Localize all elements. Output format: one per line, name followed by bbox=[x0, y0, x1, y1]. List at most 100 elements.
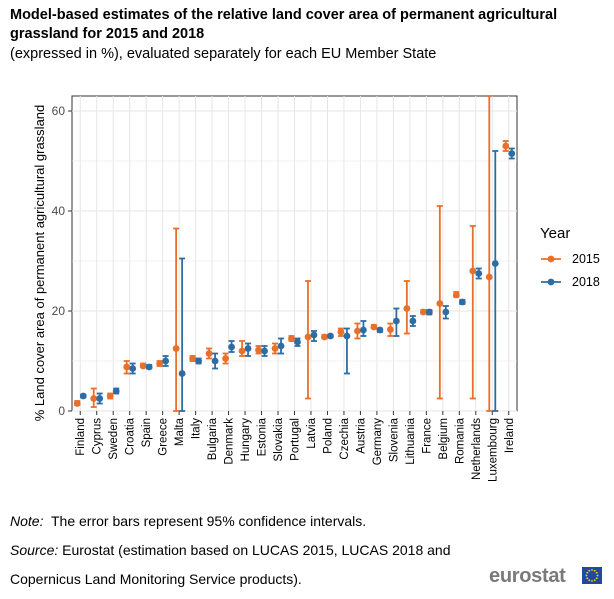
chart-subtitle: (expressed in %), evaluated separately f… bbox=[10, 46, 437, 62]
data-point bbox=[139, 362, 147, 370]
data-point bbox=[90, 395, 98, 402]
data-point bbox=[211, 357, 219, 365]
source-line: Source: Eurostat (estimation based on LU… bbox=[10, 541, 450, 559]
data-point bbox=[172, 345, 180, 352]
data-point bbox=[508, 150, 516, 157]
x-axis: Finland Cyprus Sweden Croatia Spain Greece Mal… bbox=[75, 411, 516, 482]
eu-stars-icon bbox=[585, 569, 599, 582]
data-point bbox=[452, 291, 460, 299]
x-tick-label: Malta bbox=[174, 417, 186, 446]
y-axis-label: % Land cover area of permanent agricultu… bbox=[32, 105, 47, 422]
x-tick-label: Portugal bbox=[290, 418, 302, 461]
data-point bbox=[255, 346, 262, 354]
x-tick-label: Ireland bbox=[504, 418, 516, 453]
data-point bbox=[386, 326, 394, 333]
y-tick-label: 60 bbox=[52, 104, 66, 118]
data-point bbox=[294, 338, 301, 346]
x-tick-label: Belgium bbox=[438, 418, 450, 460]
data-point bbox=[238, 347, 246, 355]
x-tick-label: Finland bbox=[75, 418, 87, 456]
data-point bbox=[491, 260, 499, 267]
legend-label: 2018 bbox=[572, 275, 600, 289]
legend-label: 2015 bbox=[572, 252, 600, 266]
eu-star bbox=[593, 579, 596, 582]
y-tick-label: 0 bbox=[58, 404, 65, 418]
legend: Year 2015 2018 bbox=[540, 225, 600, 289]
data-point bbox=[304, 333, 312, 341]
x-tick-label: Estonia bbox=[257, 417, 269, 456]
series-2015 bbox=[73, 95, 510, 412]
note-text: The error bars represent 95% confidence … bbox=[51, 513, 367, 529]
data-point bbox=[189, 355, 197, 362]
source-label: Source: bbox=[10, 542, 59, 558]
chart-area: 0 20 40 60 Finland Cyprus Sweden Croatia Spain G… bbox=[32, 95, 600, 482]
note-line: Note: The error bars represent 95% confi… bbox=[10, 512, 366, 530]
data-point bbox=[178, 370, 186, 377]
data-point bbox=[392, 317, 400, 325]
eu-star bbox=[596, 574, 599, 577]
legend-key-point bbox=[547, 278, 555, 286]
data-point bbox=[403, 305, 411, 312]
x-tick-label: Luxembourg bbox=[487, 418, 499, 482]
x-tick-label: Lithuania bbox=[405, 417, 417, 464]
x-tick-label: Croatia bbox=[125, 417, 137, 455]
data-point bbox=[458, 298, 466, 306]
source-line-2: Copernicus Land Monitoring Service produ… bbox=[10, 570, 302, 588]
data-point bbox=[310, 331, 318, 339]
data-point bbox=[337, 328, 345, 336]
data-marks bbox=[73, 95, 516, 412]
eu-star bbox=[593, 569, 596, 572]
data-point bbox=[162, 357, 170, 365]
grid-lines bbox=[72, 96, 517, 412]
data-point bbox=[425, 308, 433, 316]
data-point bbox=[244, 345, 252, 352]
y-tick-label: 40 bbox=[52, 204, 66, 218]
data-point bbox=[485, 273, 493, 281]
data-point bbox=[475, 270, 483, 277]
chart-title: Model-based estimates of the relative la… bbox=[10, 7, 558, 42]
data-point bbox=[327, 332, 334, 340]
x-tick-label: Latvia bbox=[306, 417, 318, 448]
data-point bbox=[436, 300, 444, 307]
eu-star bbox=[591, 580, 593, 582]
eu-star bbox=[588, 569, 591, 572]
data-point bbox=[419, 308, 427, 316]
x-tick-label: Netherlands bbox=[471, 418, 483, 480]
x-tick-label: Romania bbox=[454, 417, 466, 464]
y-tick-label: 20 bbox=[52, 304, 66, 318]
data-point bbox=[112, 387, 120, 395]
eu-flag-icon bbox=[582, 567, 602, 584]
data-point bbox=[469, 267, 477, 275]
data-point bbox=[343, 332, 351, 340]
data-point bbox=[288, 335, 295, 342]
x-tick-label: Spain bbox=[141, 418, 153, 447]
data-point bbox=[228, 343, 235, 351]
data-point bbox=[277, 342, 285, 350]
x-tick-label: Germany bbox=[372, 418, 384, 466]
x-tick-label: Poland bbox=[322, 418, 334, 454]
data-point bbox=[222, 355, 229, 362]
legend-key-point bbox=[547, 255, 555, 263]
data-point bbox=[73, 400, 81, 407]
source-text-2: Copernicus Land Monitoring Service produ… bbox=[10, 571, 302, 587]
data-point bbox=[376, 326, 384, 334]
x-tick-label: Austria bbox=[355, 417, 367, 453]
x-tick-label: Slovakia bbox=[273, 417, 285, 461]
x-tick-label: France bbox=[421, 418, 433, 454]
x-tick-label: Slovenia bbox=[388, 417, 400, 462]
data-point bbox=[106, 392, 114, 400]
x-tick-label: Hungary bbox=[240, 418, 252, 462]
data-point bbox=[79, 392, 87, 400]
eu-star bbox=[586, 571, 589, 574]
data-point bbox=[145, 363, 153, 371]
note-label: Note: bbox=[10, 513, 44, 529]
x-tick-label: Czechia bbox=[339, 417, 351, 459]
data-point bbox=[409, 317, 417, 325]
data-point bbox=[271, 345, 279, 352]
data-point bbox=[442, 308, 450, 316]
source-text-1: Eurostat (estimation based on LUCAS 2015… bbox=[62, 542, 451, 558]
data-point bbox=[354, 327, 361, 335]
data-point bbox=[96, 395, 104, 402]
data-point bbox=[261, 347, 268, 355]
x-tick-label: Sweden bbox=[108, 418, 120, 460]
